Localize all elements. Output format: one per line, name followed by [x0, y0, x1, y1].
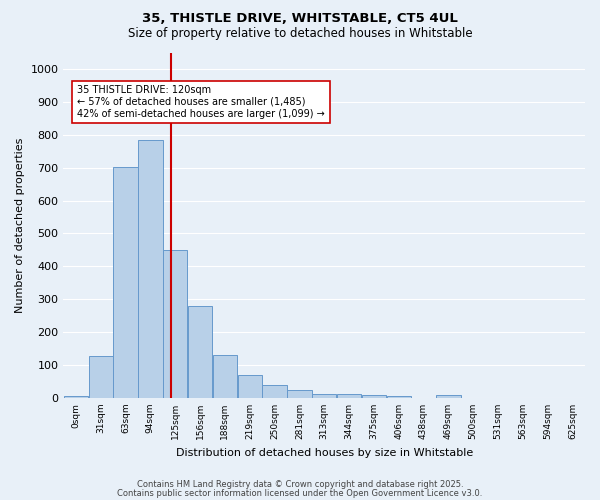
Bar: [212, 355, 237, 398]
X-axis label: Distribution of detached houses by size in Whitstable: Distribution of detached houses by size …: [176, 448, 473, 458]
Bar: [436, 396, 461, 398]
Bar: [362, 396, 386, 398]
Text: 35 THISTLE DRIVE: 120sqm
← 57% of detached houses are smaller (1,485)
42% of sem: 35 THISTLE DRIVE: 120sqm ← 57% of detach…: [77, 86, 325, 118]
Bar: [262, 386, 287, 398]
Bar: [312, 394, 337, 398]
Bar: [188, 306, 212, 398]
Bar: [89, 356, 113, 398]
Text: Contains HM Land Registry data © Crown copyright and database right 2025.: Contains HM Land Registry data © Crown c…: [137, 480, 463, 489]
Bar: [64, 396, 88, 398]
Bar: [386, 396, 411, 398]
Bar: [138, 140, 163, 398]
Bar: [163, 250, 187, 398]
Text: Size of property relative to detached houses in Whitstable: Size of property relative to detached ho…: [128, 28, 472, 40]
Y-axis label: Number of detached properties: Number of detached properties: [15, 138, 25, 313]
Bar: [238, 375, 262, 398]
Bar: [287, 390, 311, 398]
Bar: [113, 166, 137, 398]
Text: 35, THISTLE DRIVE, WHITSTABLE, CT5 4UL: 35, THISTLE DRIVE, WHITSTABLE, CT5 4UL: [142, 12, 458, 26]
Bar: [337, 394, 361, 398]
Text: Contains public sector information licensed under the Open Government Licence v3: Contains public sector information licen…: [118, 488, 482, 498]
